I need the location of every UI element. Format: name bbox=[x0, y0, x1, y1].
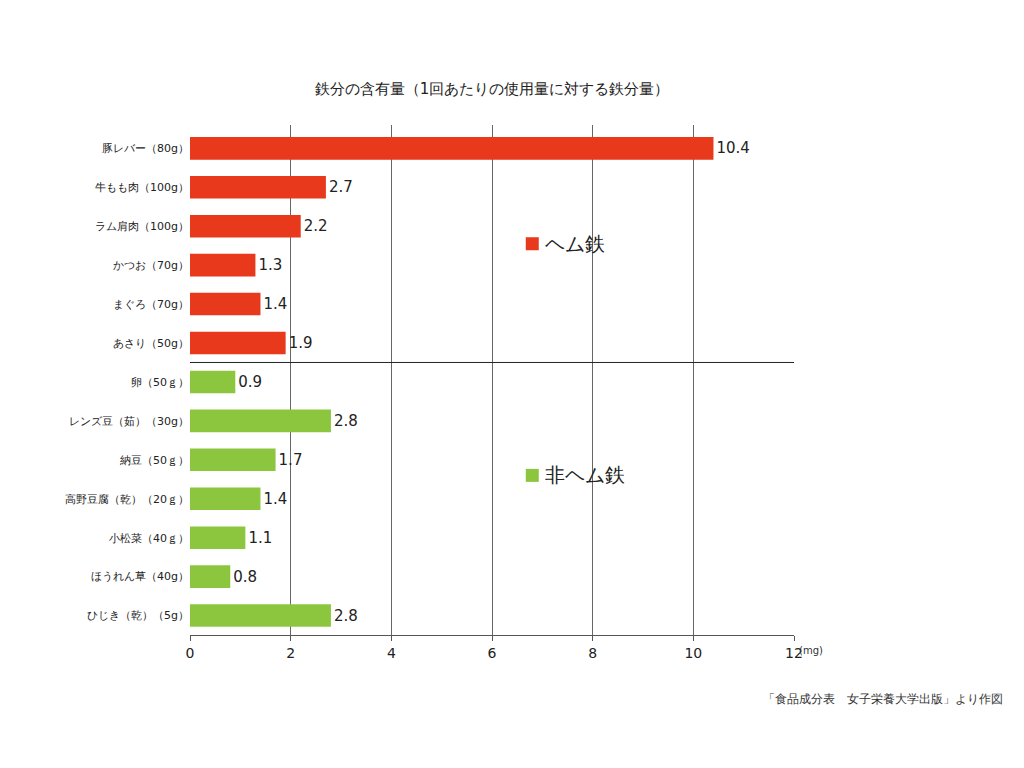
svg-text:レンズ豆（茹）（30g）: レンズ豆（茹）（30g） bbox=[69, 415, 189, 428]
svg-text:10.4: 10.4 bbox=[716, 139, 749, 157]
svg-text:鉄分の含有量（1回あたりの使用量に対する鉄分量）: 鉄分の含有量（1回あたりの使用量に対する鉄分量） bbox=[315, 80, 670, 98]
svg-text:2: 2 bbox=[286, 645, 295, 661]
svg-text:6: 6 bbox=[488, 645, 497, 661]
svg-text:非ヘム鉄: 非ヘム鉄 bbox=[545, 463, 625, 487]
svg-text:2.8: 2.8 bbox=[334, 412, 358, 430]
svg-text:納豆（50ｇ）: 納豆（50ｇ） bbox=[120, 454, 189, 467]
svg-text:高野豆腐（乾）（20ｇ）: 高野豆腐（乾）（20ｇ） bbox=[65, 493, 189, 506]
svg-text:「食品成分表 女子栄養大学出版」より作図: 「食品成分表 女子栄養大学出版」より作図 bbox=[763, 692, 1003, 706]
svg-text:1.3: 1.3 bbox=[258, 256, 282, 274]
svg-text:豚レバー（80g）: 豚レバー（80g） bbox=[102, 142, 189, 155]
svg-text:ひじき（乾）（5g）: ひじき（乾）（5g） bbox=[87, 609, 189, 622]
svg-text:1.9: 1.9 bbox=[289, 334, 313, 352]
svg-text:1.1: 1.1 bbox=[248, 529, 272, 547]
svg-text:かつお（70g）: かつお（70g） bbox=[113, 259, 189, 272]
svg-text:12: 12 bbox=[785, 645, 803, 661]
svg-text:2.2: 2.2 bbox=[304, 217, 328, 235]
svg-text:牛もも肉（100g）: 牛もも肉（100g） bbox=[95, 181, 189, 194]
svg-text:ヘム鉄: ヘム鉄 bbox=[545, 232, 605, 256]
svg-text:ほうれん草（40g）: ほうれん草（40g） bbox=[91, 570, 189, 583]
svg-text:まぐろ（70g）: まぐろ（70g） bbox=[113, 298, 189, 311]
svg-text:卵（50ｇ）: 卵（50ｇ） bbox=[131, 376, 189, 389]
svg-text:ラム肩肉（100g）: ラム肩肉（100g） bbox=[95, 220, 189, 233]
svg-text:2.8: 2.8 bbox=[334, 607, 358, 625]
svg-text:1.4: 1.4 bbox=[263, 295, 287, 313]
svg-text:10: 10 bbox=[684, 645, 702, 661]
svg-text:0.9: 0.9 bbox=[238, 373, 262, 391]
svg-text:小松菜（40ｇ）: 小松菜（40ｇ） bbox=[109, 532, 189, 545]
svg-text:4: 4 bbox=[387, 645, 396, 661]
svg-text:(mg): (mg) bbox=[799, 645, 823, 656]
svg-text:1.7: 1.7 bbox=[279, 451, 303, 469]
svg-text:0: 0 bbox=[186, 645, 195, 661]
svg-text:8: 8 bbox=[588, 645, 597, 661]
svg-text:2.7: 2.7 bbox=[329, 178, 353, 196]
svg-text:0.8: 0.8 bbox=[233, 568, 257, 586]
svg-text:あさり（50g）: あさり（50g） bbox=[113, 337, 189, 350]
svg-text:1.4: 1.4 bbox=[263, 490, 287, 508]
